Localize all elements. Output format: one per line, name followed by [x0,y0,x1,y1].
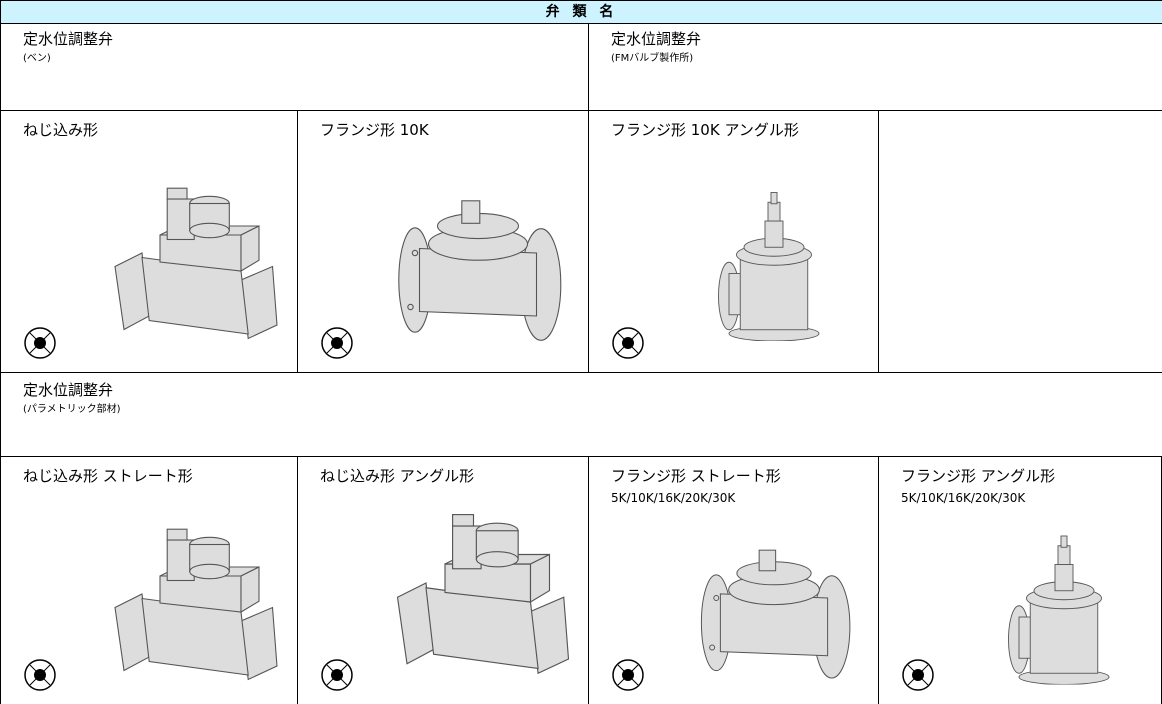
icon [23,658,57,692]
icon [320,326,354,360]
icon [320,658,354,692]
item-label: ねじ込み形 [23,121,99,139]
item-label: フランジ形 ストレート形 [611,467,781,485]
valve-image [96,522,296,702]
icon [901,658,935,692]
section-title: 定水位調整弁 [611,30,702,48]
section-cell: 定水位調整弁 (ベン) [0,23,588,110]
section-cell: 定水位調整弁 (パラメトリック部材) [0,372,1162,456]
section-cell: 定水位調整弁 (FMバルブ製作所) [588,23,1162,110]
item-cell: フランジ形 10K [297,110,588,372]
item-cell: ねじ込み形 [0,110,297,372]
item-cell: フランジ形 10K アングル形 [588,110,878,372]
valve-image [684,532,864,697]
item-label: フランジ形 アングル形 [901,467,1056,485]
valve-image [378,181,578,361]
section-subtitle: (パラメトリック部材) [23,404,121,415]
empty-cell [878,110,1162,372]
item-cell: ねじ込み形 アングル形 [297,456,588,704]
valve-image [699,171,849,361]
item-label: フランジ形 10K アングル形 [611,121,799,139]
valve-image [388,502,578,702]
item-cell: フランジ形 アングル形 5K/10K/16K/20K/30K [878,456,1162,704]
item-label: ねじ込み形 アングル形 [320,467,475,485]
header-title: 弁 類 名 [0,0,1162,23]
section-title: 定水位調整弁 [23,381,114,399]
item-note: 5K/10K/16K/20K/30K [901,491,1026,505]
icon [611,658,645,692]
item-note: 5K/10K/16K/20K/30K [611,491,736,505]
valve-image [96,181,296,361]
valve-image [989,517,1139,702]
section-title: 定水位調整弁 [23,30,114,48]
icon [23,326,57,360]
icon [611,326,645,360]
item-label: フランジ形 10K [320,121,429,139]
section-subtitle: (ベン) [23,53,51,64]
item-cell: ねじ込み形 ストレート形 [0,456,297,704]
section-subtitle: (FMバルブ製作所) [611,53,694,64]
item-label: ねじ込み形 ストレート形 [23,467,193,485]
item-cell: フランジ形 ストレート形 5K/10K/16K/20K/30K [588,456,878,704]
